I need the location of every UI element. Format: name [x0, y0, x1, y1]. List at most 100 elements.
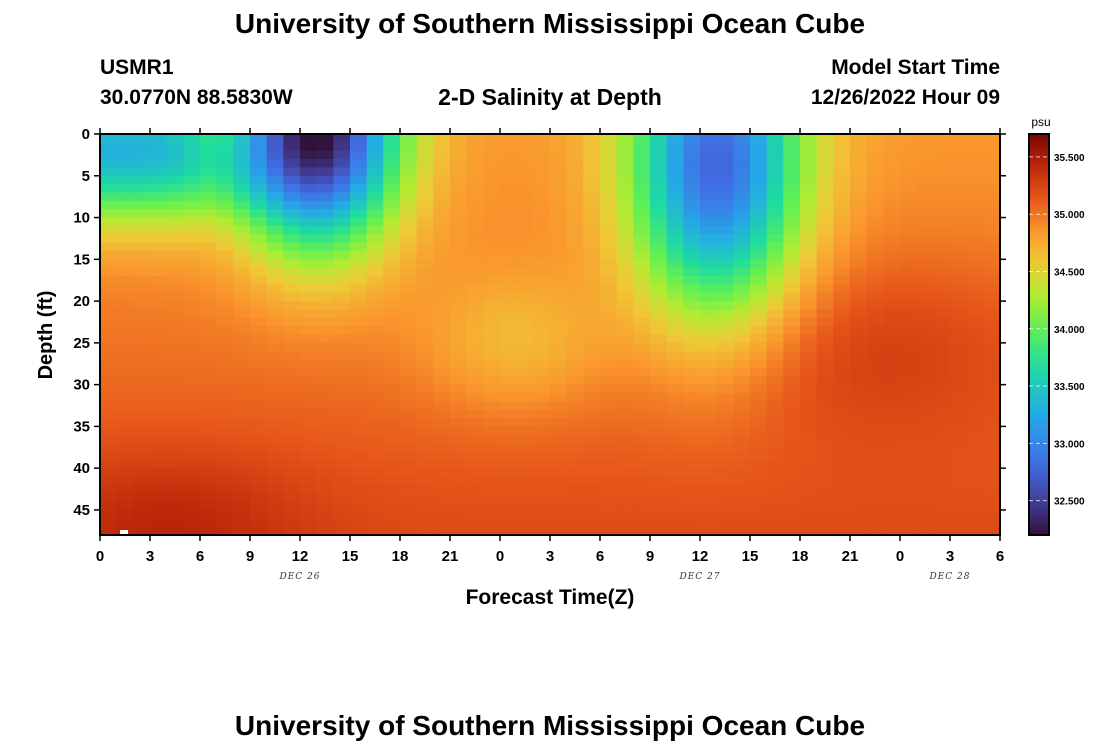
- heatmap-cell: [533, 175, 551, 185]
- heatmap-cell: [316, 409, 334, 419]
- heatmap-cell: [700, 292, 718, 302]
- heatmap-cell: [233, 150, 251, 160]
- heatmap-cell: [450, 192, 468, 202]
- heatmap-cell: [466, 250, 484, 260]
- heatmap-cell: [833, 200, 851, 210]
- heatmap-cell: [500, 384, 518, 394]
- heatmap-cell: [216, 276, 234, 285]
- heatmap-cell: [816, 192, 834, 202]
- heatmap-cell: [433, 501, 451, 511]
- heatmap-cell: [966, 142, 984, 152]
- heatmap-cell: [733, 309, 751, 319]
- heatmap-cell: [600, 484, 618, 494]
- heatmap-cell: [516, 192, 534, 202]
- heatmap-cell: [800, 476, 818, 486]
- heatmap-cell: [150, 367, 168, 377]
- heatmap-cell: [450, 209, 468, 219]
- heatmap-cell: [133, 167, 151, 177]
- heatmap-cell: [116, 284, 134, 294]
- heatmap-cell: [116, 309, 134, 319]
- heatmap-cell: [550, 426, 568, 436]
- heatmap-cell: [800, 284, 818, 294]
- heatmap-cell: [533, 351, 551, 361]
- heatmap-cell: [116, 184, 134, 194]
- heatmap-cell: [916, 184, 934, 194]
- heatmap-cell: [133, 351, 151, 361]
- heatmap-cell: [166, 326, 184, 336]
- heatmap-cell: [433, 426, 451, 436]
- heatmap-cell: [233, 392, 251, 402]
- heatmap-cell: [233, 309, 251, 319]
- heatmap-cell: [900, 259, 918, 269]
- heatmap-cell: [100, 434, 118, 444]
- heatmap-cell: [833, 334, 851, 344]
- heatmap-cell: [516, 317, 534, 327]
- heatmap-cell: [250, 225, 268, 235]
- heatmap-cell: [583, 317, 601, 327]
- heatmap-cell: [783, 493, 801, 503]
- heatmap-cell: [250, 501, 268, 511]
- heatmap-cell: [800, 367, 818, 377]
- heatmap-cell: [550, 351, 568, 361]
- heatmap-cell: [966, 459, 984, 469]
- heatmap-cell: [366, 326, 384, 336]
- heatmap-cell: [716, 150, 734, 160]
- heatmap-cell: [283, 326, 301, 336]
- heatmap-cell: [900, 309, 918, 319]
- heatmap-cell: [883, 234, 901, 244]
- heatmap-cell: [833, 276, 851, 285]
- heatmap-cell: [650, 301, 668, 311]
- heatmap-cell: [950, 326, 968, 336]
- heatmap-cell: [983, 468, 1001, 478]
- heatmap-cell: [866, 200, 884, 210]
- heatmap-cell: [400, 401, 418, 411]
- heatmap-cell: [483, 134, 501, 143]
- heatmap-cell: [800, 326, 818, 336]
- heatmap-cell: [600, 242, 618, 252]
- heatmap-cell: [700, 359, 718, 369]
- heatmap-cell: [466, 209, 484, 219]
- heatmap-cell: [466, 217, 484, 227]
- heatmap-cell: [683, 217, 701, 227]
- heatmap-cell: [383, 292, 401, 302]
- heatmap-cell: [400, 292, 418, 302]
- heatmap-cell: [783, 250, 801, 260]
- heatmap-cell: [716, 342, 734, 352]
- heatmap-cell: [183, 409, 201, 419]
- heatmap-cell: [533, 217, 551, 227]
- heatmap-cell: [533, 468, 551, 478]
- heatmap-cell: [916, 250, 934, 260]
- heatmap-cell: [183, 301, 201, 311]
- heatmap-cell: [250, 317, 268, 327]
- heatmap-cell: [633, 484, 651, 494]
- heatmap-cell: [833, 384, 851, 394]
- heatmap-cell: [683, 451, 701, 461]
- heatmap-cell: [783, 142, 801, 152]
- heatmap-cell: [350, 292, 368, 302]
- heatmap-cell: [433, 443, 451, 453]
- heatmap-cell: [750, 317, 768, 327]
- heatmap-cell: [483, 493, 501, 503]
- heatmap-cell: [950, 468, 968, 478]
- heatmap-cell: [966, 276, 984, 285]
- heatmap-cell: [466, 451, 484, 461]
- heatmap-cell: [700, 392, 718, 402]
- heatmap-cell: [866, 468, 884, 478]
- heatmap-cell: [350, 217, 368, 227]
- heatmap-cell: [416, 167, 434, 177]
- heatmap-cell: [516, 200, 534, 210]
- heatmap-cell: [766, 367, 784, 377]
- heatmap-cell: [500, 276, 518, 285]
- heatmap-cell: [333, 184, 351, 194]
- heatmap-cell: [983, 351, 1001, 361]
- heatmap-cell: [266, 367, 284, 377]
- heatmap-cell: [566, 376, 584, 386]
- heatmap-cell: [933, 159, 951, 169]
- heatmap-cell: [633, 426, 651, 436]
- heatmap-cell: [883, 376, 901, 386]
- heatmap-cell: [966, 468, 984, 478]
- heatmap-cell: [250, 401, 268, 411]
- heatmap-cell: [916, 434, 934, 444]
- heatmap-cell: [216, 217, 234, 227]
- heatmap-cell: [733, 284, 751, 294]
